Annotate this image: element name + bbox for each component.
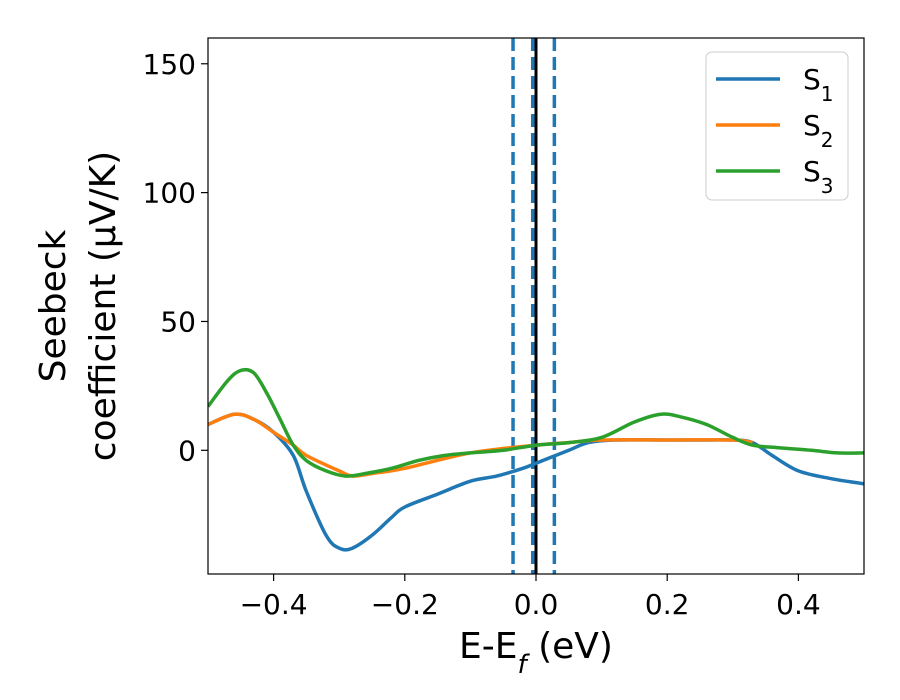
y-tick-label: 0	[178, 434, 196, 467]
series-line-s3	[208, 367, 864, 478]
reference-lines	[511, 38, 557, 574]
axis-ticks: −0.4 −0.2 0.0 0.2 0.4 0 50 100 150	[143, 48, 821, 621]
y-tick-label: 50	[160, 305, 196, 338]
x-axis-label: E-Ef (eV)	[459, 626, 613, 680]
y-axis-label-line2: coefficient (μV/K)	[83, 151, 124, 461]
legend-label-s3: S3	[803, 155, 834, 198]
x-tick-label: 0.2	[645, 588, 690, 621]
x-tick-label: −0.4	[240, 588, 308, 621]
series-lines	[208, 367, 864, 552]
x-tick-label: 0.0	[514, 588, 559, 621]
y-tick-label: 100	[143, 177, 196, 210]
y-axis-label-line1: Seebeck	[33, 229, 74, 382]
x-tick-label: −0.2	[371, 588, 439, 621]
y-tick-label: 150	[143, 48, 196, 81]
legend-label-s2: S2	[803, 109, 834, 152]
x-tick-label: 0.4	[776, 588, 821, 621]
series-line-s2	[208, 412, 753, 478]
legend-label-s1: S1	[803, 63, 834, 106]
